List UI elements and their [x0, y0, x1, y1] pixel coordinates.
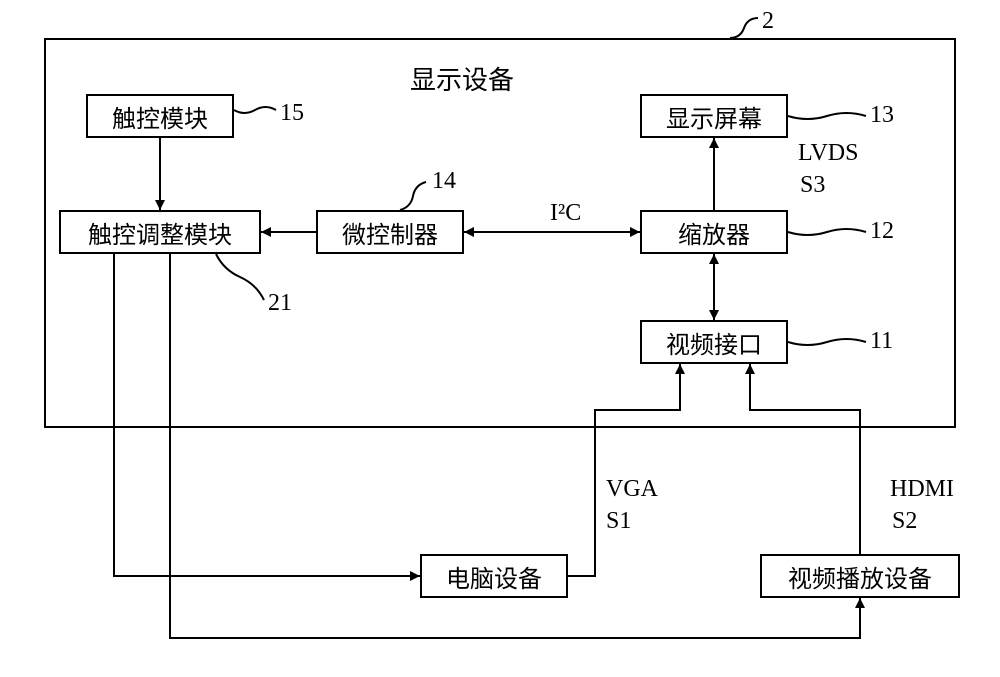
ref-label-2: 2 — [762, 8, 774, 35]
node-label: 缩放器 — [678, 215, 750, 250]
node-label: 视频播放设备 — [788, 559, 932, 594]
node-label: 微控制器 — [342, 215, 438, 250]
ref-label-21: 21 — [268, 290, 292, 317]
edge-label-hdmi: HDMI — [890, 476, 954, 503]
node-label: 显示屏幕 — [666, 99, 762, 134]
node-label: 触控调整模块 — [88, 215, 232, 250]
edge-label-s3: S3 — [800, 172, 825, 199]
node-video-interface: 视频接口 — [640, 320, 788, 364]
edge-label-s1: S1 — [606, 508, 631, 535]
node-label: 触控模块 — [112, 99, 208, 134]
ref-label-11: 11 — [870, 328, 893, 355]
diagram-title: 显示设备 — [410, 60, 514, 97]
node-touch-module: 触控模块 — [86, 94, 234, 138]
ref-label-14: 14 — [432, 168, 456, 195]
node-display-screen: 显示屏幕 — [640, 94, 788, 138]
edge-label-i2c: I²C — [550, 200, 581, 227]
node-pc-device: 电脑设备 — [420, 554, 568, 598]
edge-label-s2: S2 — [892, 508, 917, 535]
node-scaler: 缩放器 — [640, 210, 788, 254]
edge-label-lvds: LVDS — [798, 140, 858, 167]
ref-label-12: 12 — [870, 218, 894, 245]
diagram-stage: 显示设备 触控模块 触控调整模块 微控制器 缩放器 显示屏幕 视频接口 电脑设备… — [0, 0, 1000, 677]
ref-label-15: 15 — [280, 100, 304, 127]
ref-label-13: 13 — [870, 102, 894, 129]
node-video-player: 视频播放设备 — [760, 554, 960, 598]
node-label: 电脑设备 — [446, 559, 542, 594]
node-touch-adjust: 触控调整模块 — [59, 210, 261, 254]
node-mcu: 微控制器 — [316, 210, 464, 254]
edge-label-vga: VGA — [606, 476, 658, 503]
node-label: 视频接口 — [666, 325, 762, 360]
